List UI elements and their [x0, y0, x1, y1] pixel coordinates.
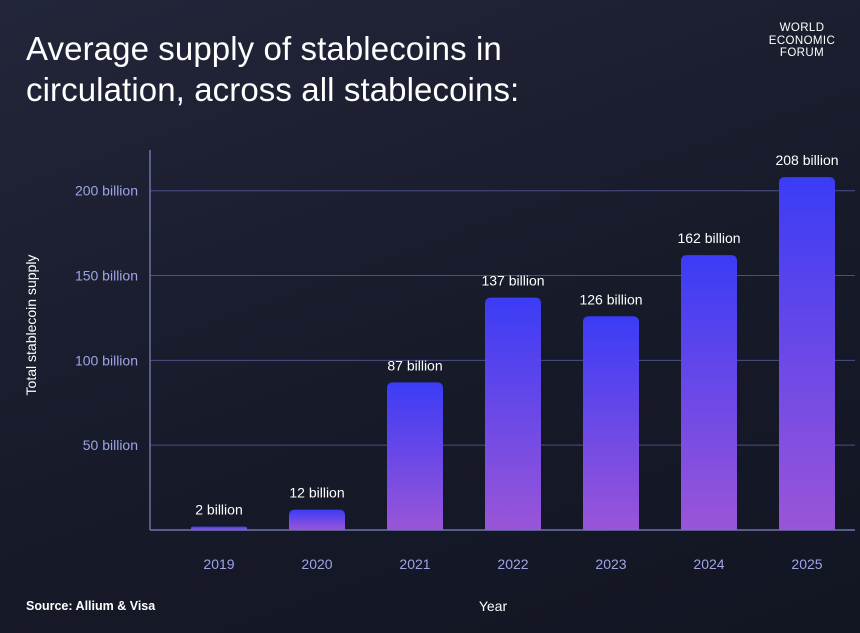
x-tick-labels: 2019 2020 2021 2022 2023 2024 2025 — [203, 556, 822, 572]
chart-title: Average supply of stablecoins in circula… — [26, 30, 520, 108]
data-label: 137 billion — [481, 273, 544, 289]
data-labels: 2 billion 12 billion 87 billion 137 billion… — [195, 152, 838, 517]
data-label: 2 billion — [195, 502, 242, 518]
y-axis-label: Total stablecoin supply — [23, 255, 39, 396]
bars — [191, 177, 835, 530]
x-axis-label: Year — [479, 598, 508, 614]
data-label: 208 billion — [775, 152, 838, 168]
x-tick-label: 2022 — [497, 556, 528, 572]
x-tick-label: 2024 — [693, 556, 724, 572]
y-tick-label: 50 billion — [83, 437, 138, 453]
y-tick-label: 100 billion — [75, 352, 138, 368]
data-label: 162 billion — [677, 230, 740, 246]
logo-line: ECONOMIC — [768, 34, 836, 47]
bar-2025 — [779, 177, 835, 530]
x-tick-label: 2019 — [203, 556, 234, 572]
logo-line: FORUM — [779, 47, 825, 59]
bar-2023 — [583, 316, 639, 530]
bar-2019 — [191, 526, 247, 530]
data-label: 87 billion — [387, 357, 442, 373]
source-note: Source: Allium & Visa — [26, 599, 156, 613]
data-label: 12 billion — [289, 485, 344, 501]
bar-2020 — [289, 509, 345, 530]
y-tick-label: 200 billion — [75, 183, 138, 199]
bar-2024 — [681, 255, 737, 530]
bar-2021 — [387, 382, 443, 530]
x-tick-label: 2025 — [791, 556, 822, 572]
bar-2022 — [485, 297, 541, 530]
y-tick-labels: 50 billion 100 billion 150 billion 200 bill… — [75, 183, 138, 453]
x-tick-label: 2023 — [595, 556, 626, 572]
x-tick-label: 2020 — [301, 556, 332, 572]
x-tick-label: 2021 — [399, 556, 430, 572]
y-tick-label: 150 billion — [75, 268, 138, 284]
data-label: 126 billion — [579, 291, 642, 307]
wef-logo: WORLD ECONOMIC FORUM — [762, 22, 842, 60]
logo-line: WORLD — [779, 22, 825, 34]
